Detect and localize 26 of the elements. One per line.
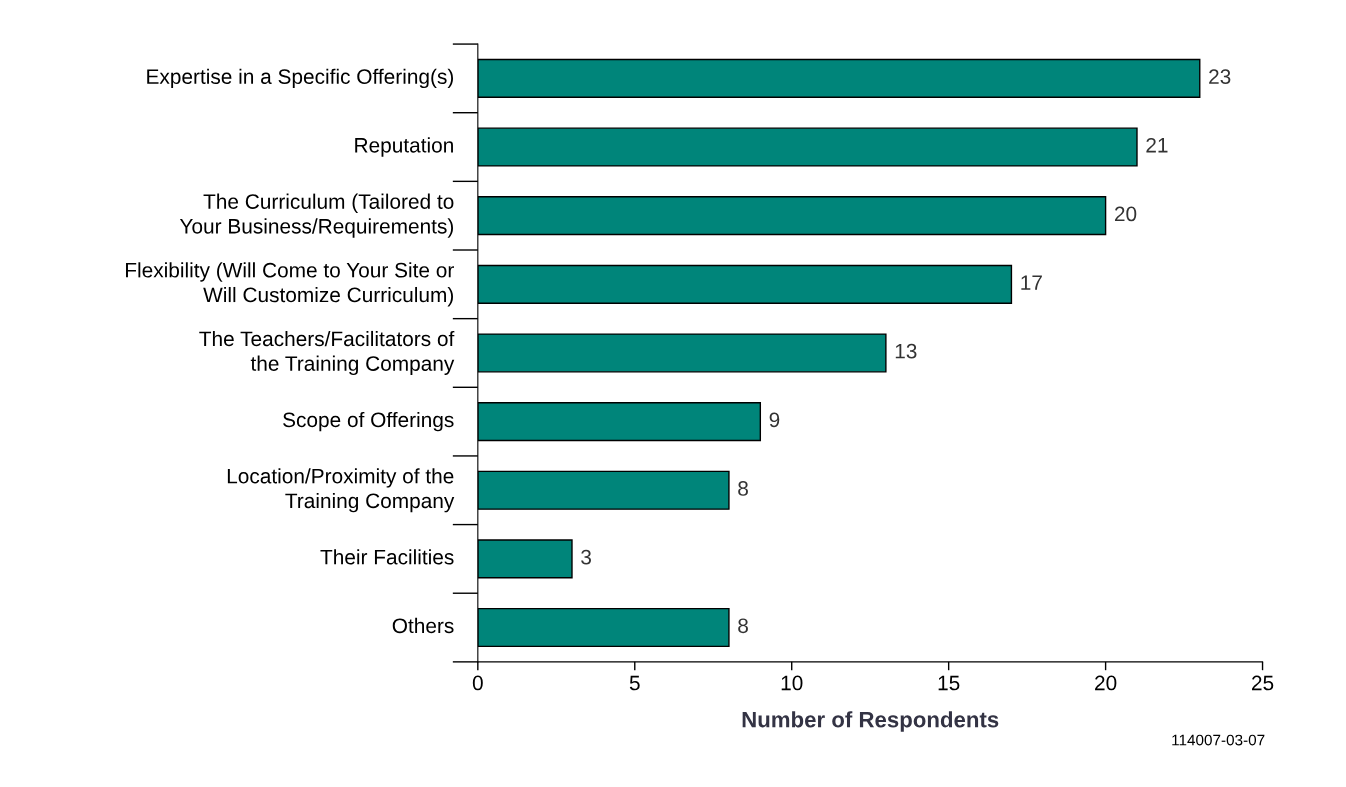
data-label: 8: [738, 618, 748, 634]
y-tick-label: Reputation: [355, 137, 453, 157]
x-tick-label: 15: [938, 675, 960, 691]
data-label: 13: [895, 343, 917, 359]
y-tick-label: The Curriculum (Tailored to Your Business/Requirements): [179, 193, 454, 238]
data-label: 23: [1209, 69, 1231, 84]
y-tick-label: Others: [392, 617, 454, 634]
y-tick-label: Location/Proximity of the Training Company: [227, 468, 455, 513]
x-axis-title: Number of Respondents: [742, 711, 999, 732]
y-tick-label: The Teachers/Facilitators of the Training Company: [199, 330, 455, 376]
y-tick-label: Their Facilities: [320, 549, 454, 565]
x-tick-label: 20: [1095, 675, 1117, 691]
x-tick-label: 5: [629, 675, 640, 691]
y-tick-label: Scope of Offerings: [283, 411, 454, 432]
data-label: 20: [1114, 206, 1137, 222]
data-label: 3: [581, 549, 591, 565]
y-tick-label: Flexibility (Will Come to Your Site or Will Customize Curriculum): [126, 262, 454, 307]
x-tick-label: 25: [1252, 675, 1274, 691]
x-tick-label: 10: [781, 675, 803, 691]
data-label: 8: [738, 481, 748, 496]
text: 114007-03-07: [1172, 734, 1265, 746]
x-tick-label: 0: [472, 675, 483, 691]
data-label: 21: [1146, 137, 1168, 153]
data-label: 17: [1021, 275, 1042, 290]
y-tick-label: Expertise in a Specific Offering(s): [147, 68, 454, 89]
data-label: 9: [769, 412, 780, 428]
